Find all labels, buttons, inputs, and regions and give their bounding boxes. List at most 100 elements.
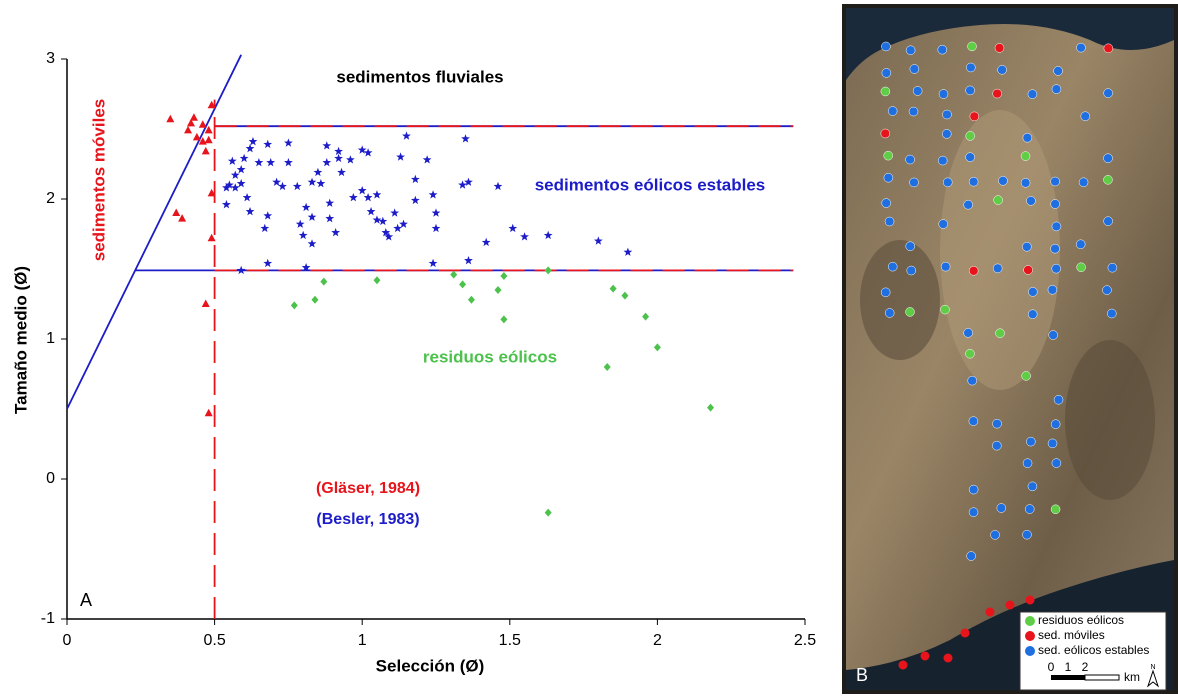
x-tick-label: 0 xyxy=(63,632,72,649)
point xyxy=(493,181,503,191)
map-dot xyxy=(965,348,975,359)
map-dot xyxy=(880,287,891,298)
map-dot xyxy=(1020,151,1031,161)
point xyxy=(653,343,661,352)
point xyxy=(603,363,611,371)
map-dot xyxy=(1103,153,1113,163)
x-tick-label: 1 xyxy=(358,632,367,649)
point xyxy=(230,183,240,192)
map-dot xyxy=(985,607,995,617)
map-dot xyxy=(883,172,894,183)
point xyxy=(263,258,273,268)
point xyxy=(334,153,343,163)
map-dot xyxy=(993,195,1003,205)
point xyxy=(284,158,293,167)
point xyxy=(707,403,715,412)
map-dot xyxy=(969,111,980,122)
map-dot xyxy=(1024,504,1035,514)
map-dot xyxy=(1107,308,1117,319)
point xyxy=(311,295,319,304)
map-dot xyxy=(905,307,915,317)
map-legend-label: sed. eólicos estables xyxy=(1038,643,1149,657)
point xyxy=(172,208,181,216)
series-label: residuos eólicos xyxy=(423,347,557,366)
point xyxy=(544,508,552,517)
point xyxy=(543,230,553,240)
map-dot xyxy=(965,152,975,162)
point xyxy=(230,170,240,179)
map-dots xyxy=(880,41,1118,670)
point xyxy=(325,214,335,223)
point xyxy=(396,152,405,161)
map-dot xyxy=(884,216,895,227)
map-dot xyxy=(1078,177,1089,188)
map-dot xyxy=(881,198,891,208)
map-dot xyxy=(967,375,977,386)
map-dot xyxy=(968,266,979,276)
map-dot xyxy=(1022,458,1033,468)
point xyxy=(363,148,373,157)
map-dot xyxy=(997,65,1007,75)
map-dot xyxy=(1028,287,1038,297)
point xyxy=(242,193,252,202)
point xyxy=(301,263,311,272)
map-dot xyxy=(968,484,979,495)
point xyxy=(458,180,467,189)
x-tick-label: 0.5 xyxy=(203,632,225,649)
map-dot xyxy=(992,418,1002,429)
map-dot xyxy=(940,304,950,315)
north-label: N xyxy=(1150,664,1155,671)
y-tick-label: -1 xyxy=(41,610,55,627)
point xyxy=(621,291,629,300)
map-dot xyxy=(1103,88,1113,98)
point xyxy=(467,295,475,304)
map-dot xyxy=(1051,263,1061,274)
scale-bar xyxy=(1084,674,1120,681)
point xyxy=(313,167,323,177)
point xyxy=(410,174,420,184)
point xyxy=(316,179,326,188)
map-dot xyxy=(938,89,949,99)
point xyxy=(373,276,381,285)
point xyxy=(260,223,270,233)
map-legend-label: sed. móviles xyxy=(1038,628,1105,642)
map-dot xyxy=(1047,285,1058,295)
map-dot xyxy=(990,530,1000,540)
point xyxy=(459,280,467,289)
point xyxy=(410,195,420,205)
map-dot xyxy=(1020,178,1031,188)
map-dot xyxy=(1026,436,1036,447)
map-dot xyxy=(908,106,919,117)
point xyxy=(248,137,258,146)
map-dot xyxy=(1080,111,1091,121)
point xyxy=(390,208,400,217)
point xyxy=(428,190,438,199)
map-dot xyxy=(1107,262,1118,273)
map-dot xyxy=(1027,309,1038,319)
point xyxy=(431,223,441,233)
point xyxy=(393,223,402,233)
point xyxy=(428,258,438,268)
map-dot xyxy=(905,241,915,251)
point xyxy=(245,207,255,216)
point xyxy=(222,200,231,209)
point xyxy=(372,190,382,199)
point xyxy=(189,113,198,121)
map-dot xyxy=(963,328,973,338)
map-dot xyxy=(938,219,948,229)
point xyxy=(198,120,207,128)
map-dot xyxy=(1048,330,1058,340)
point xyxy=(204,125,213,134)
map-relief xyxy=(940,110,1060,390)
map-dot xyxy=(996,503,1007,513)
point xyxy=(204,408,213,417)
point xyxy=(399,219,408,228)
point xyxy=(593,236,603,245)
point xyxy=(623,247,633,256)
map-dot xyxy=(1051,458,1062,468)
point xyxy=(642,312,650,321)
map-dot xyxy=(998,176,1008,186)
map-dot xyxy=(881,68,892,78)
map-dot xyxy=(1022,132,1033,143)
point xyxy=(402,131,411,140)
